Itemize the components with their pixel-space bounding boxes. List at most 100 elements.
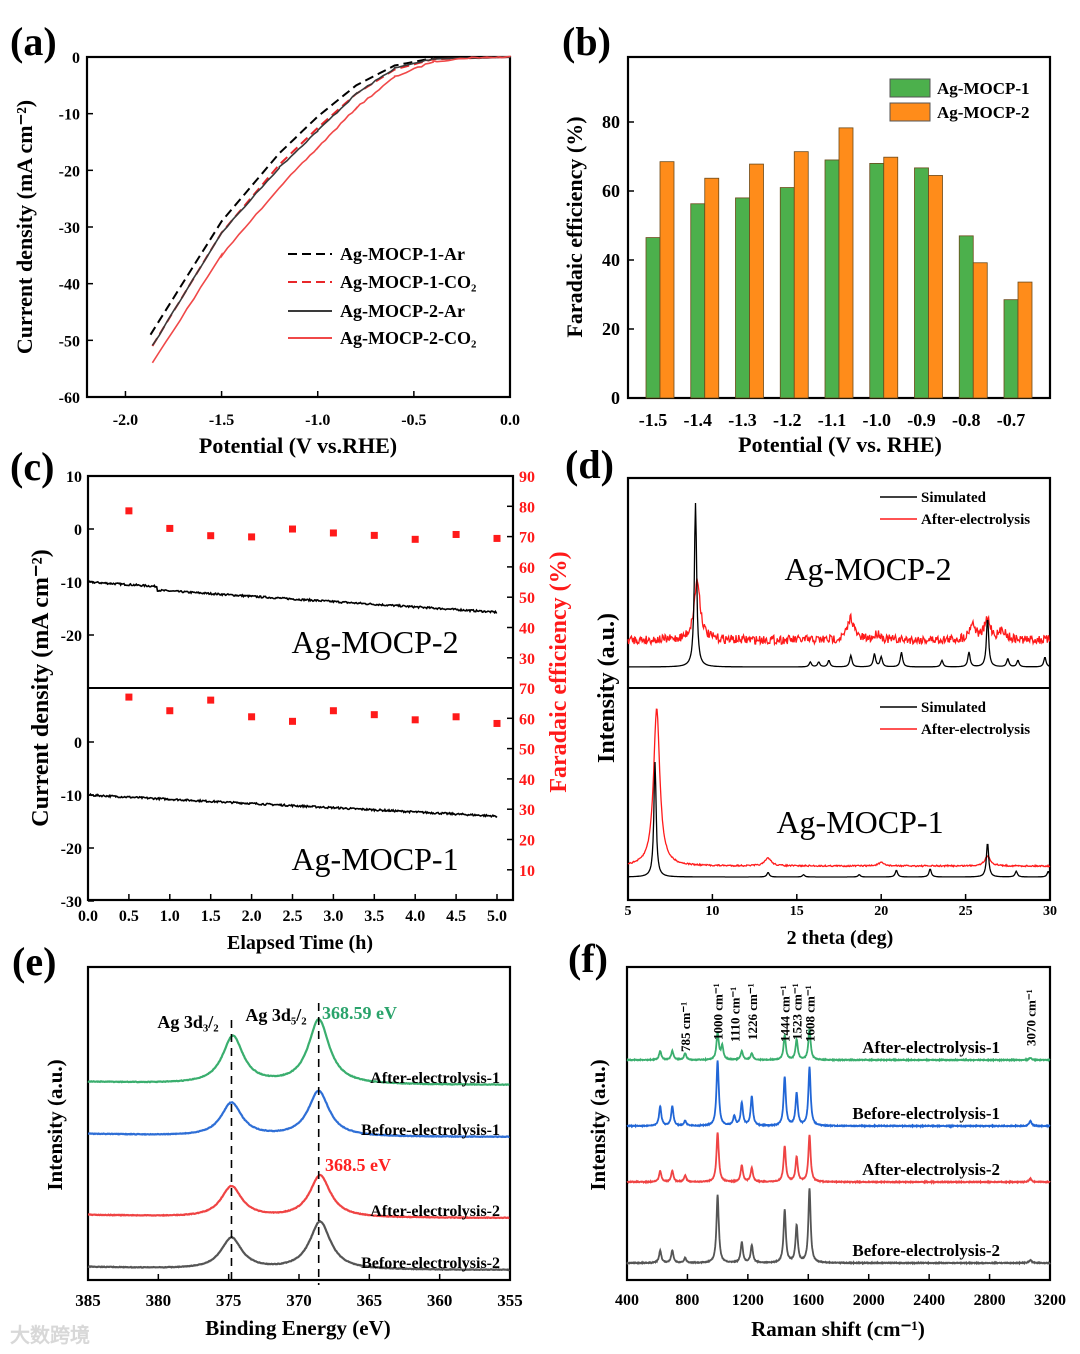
watermark: 大数跨境: [10, 1323, 90, 1347]
y2-tick-label: 70: [519, 530, 535, 547]
after-electrolysis-pattern: [627, 708, 1051, 868]
y-tick-label: 10: [66, 469, 82, 486]
y2-tick-label: 50: [519, 742, 535, 759]
raman-spectrum: [626, 1132, 1051, 1185]
legend-swatch: [889, 78, 931, 98]
x-tick-label: 5: [625, 904, 632, 919]
bar: [690, 203, 706, 399]
series-label: After-electrolysis-2: [370, 1203, 500, 1220]
fe-point: [207, 696, 215, 704]
x-tick-label: 10: [705, 904, 719, 919]
raman-spectrum: [626, 1028, 1051, 1063]
x-tick-label: 355: [497, 1291, 523, 1310]
raman-peak-label: 1110 cm⁻¹: [727, 987, 742, 1042]
legend-label: Simulated: [921, 700, 987, 716]
y2-tick-label: 20: [519, 833, 535, 850]
x-tick-label: 0.0: [500, 412, 520, 429]
y-axis-title: Intensity (a.u.): [43, 1059, 67, 1190]
series-label: After-electrolysis-2: [862, 1160, 1000, 1179]
legend-label: Ag-MOCP-2-CO₂: [340, 328, 476, 348]
sample-label: Ag-MOCP-2: [784, 551, 951, 587]
bar: [869, 162, 885, 399]
x-tick-label: 1200: [732, 1292, 764, 1309]
x-tick-label: 3200: [1034, 1292, 1066, 1309]
panel-label: (c): [10, 444, 54, 489]
fe-point: [248, 713, 256, 721]
fe-point: [166, 524, 174, 532]
legend-label: Simulated: [921, 490, 987, 506]
x-tick-label: 2800: [974, 1292, 1006, 1309]
x-axis-title: 2 theta (deg): [787, 927, 894, 949]
x-tick-label: -1.3: [728, 410, 757, 430]
x-tick-label: 370: [286, 1291, 312, 1310]
x-tick-label: 2000: [853, 1292, 885, 1309]
binding-energy-annotation: 368.5 eV: [325, 1155, 391, 1175]
fe-point: [493, 719, 501, 727]
y-tick-label: 80: [602, 112, 620, 132]
y2-tick-label: 60: [519, 560, 535, 577]
peak-label: Ag 3d₃/₂: [157, 1012, 218, 1032]
panel-label: (b): [562, 19, 611, 64]
after-electrolysis-pattern: [627, 578, 1051, 647]
bar: [704, 177, 720, 399]
x-axis-title: Raman shift (cm⁻¹): [751, 1317, 925, 1341]
fe-point: [125, 693, 133, 701]
x-tick-label: 25: [959, 904, 973, 919]
x-tick-label: 15: [790, 904, 804, 919]
y-tick-label: 0: [72, 50, 80, 67]
bar: [735, 197, 750, 399]
x-tick-label: 2.0: [242, 908, 262, 925]
y2-axis-title: Faradaic efficiency (%): [546, 551, 572, 792]
y-tick-label: 60: [602, 181, 620, 201]
x-tick-label: 1.0: [160, 908, 180, 925]
fe-point: [329, 707, 337, 715]
y-tick-label: -30: [61, 894, 82, 911]
bar: [659, 161, 675, 399]
raman-spectrum: [626, 1060, 1051, 1129]
x-tick-label: -1.4: [684, 410, 713, 430]
x-tick-label: 365: [357, 1291, 383, 1310]
y-tick-label: 0: [74, 735, 82, 752]
xps-spectrum: [87, 1220, 510, 1272]
bar: [883, 156, 899, 399]
x-tick-label: 0.0: [78, 908, 98, 925]
bar: [928, 175, 943, 399]
fe-point: [493, 534, 501, 542]
y-axis-title: Current density (mA cm⁻²): [28, 549, 54, 826]
x-tick-label: 385: [75, 1291, 101, 1310]
y-tick-label: -20: [61, 841, 82, 858]
legend-label: Ag-MOCP-1-CO₂: [340, 272, 476, 292]
x-axis-title: Elapsed Time (h): [227, 932, 373, 954]
x-tick-label: -0.5: [401, 412, 426, 429]
y2-tick-label: 30: [519, 802, 535, 819]
sample-label: Ag-MOCP-2: [291, 624, 458, 660]
current-trace: [87, 580, 498, 615]
x-tick-label: 30: [1043, 904, 1057, 919]
x-axis-title: Potential (V vs. RHE): [738, 432, 942, 457]
x-tick-label: -0.8: [952, 410, 981, 430]
y2-tick-label: 40: [519, 621, 535, 638]
binding-energy-annotation: 368.59 eV: [322, 1003, 397, 1023]
bar: [645, 237, 661, 399]
y-axis-title: Current density (mA cm⁻²): [12, 100, 37, 354]
y-tick-label: 0: [74, 522, 82, 539]
x-tick-label: 3.0: [323, 908, 343, 925]
x-tick-label: -2.0: [113, 412, 138, 429]
y-axis-title: Intensity (a.u.): [594, 613, 620, 763]
y-tick-label: -10: [59, 107, 80, 124]
x-tick-label: 3.5: [364, 908, 384, 925]
fe-point: [125, 507, 133, 515]
y-tick-label: -20: [59, 163, 80, 180]
x-axis-title: Potential (V vs.RHE): [199, 433, 397, 458]
fe-point: [411, 716, 419, 724]
bar: [779, 187, 795, 399]
fe-point: [411, 535, 419, 543]
y-axis-title: Faradaic efficiency (%): [562, 116, 587, 337]
y-tick-label: 0: [611, 388, 620, 408]
panel-label: (f): [568, 936, 608, 981]
legend-label: Ag-MOCP-1: [937, 79, 1030, 98]
series-label: Before-electrolysis-2: [852, 1241, 1000, 1260]
x-tick-label: -1.1: [818, 410, 847, 430]
x-tick-label: -1.0: [305, 412, 330, 429]
